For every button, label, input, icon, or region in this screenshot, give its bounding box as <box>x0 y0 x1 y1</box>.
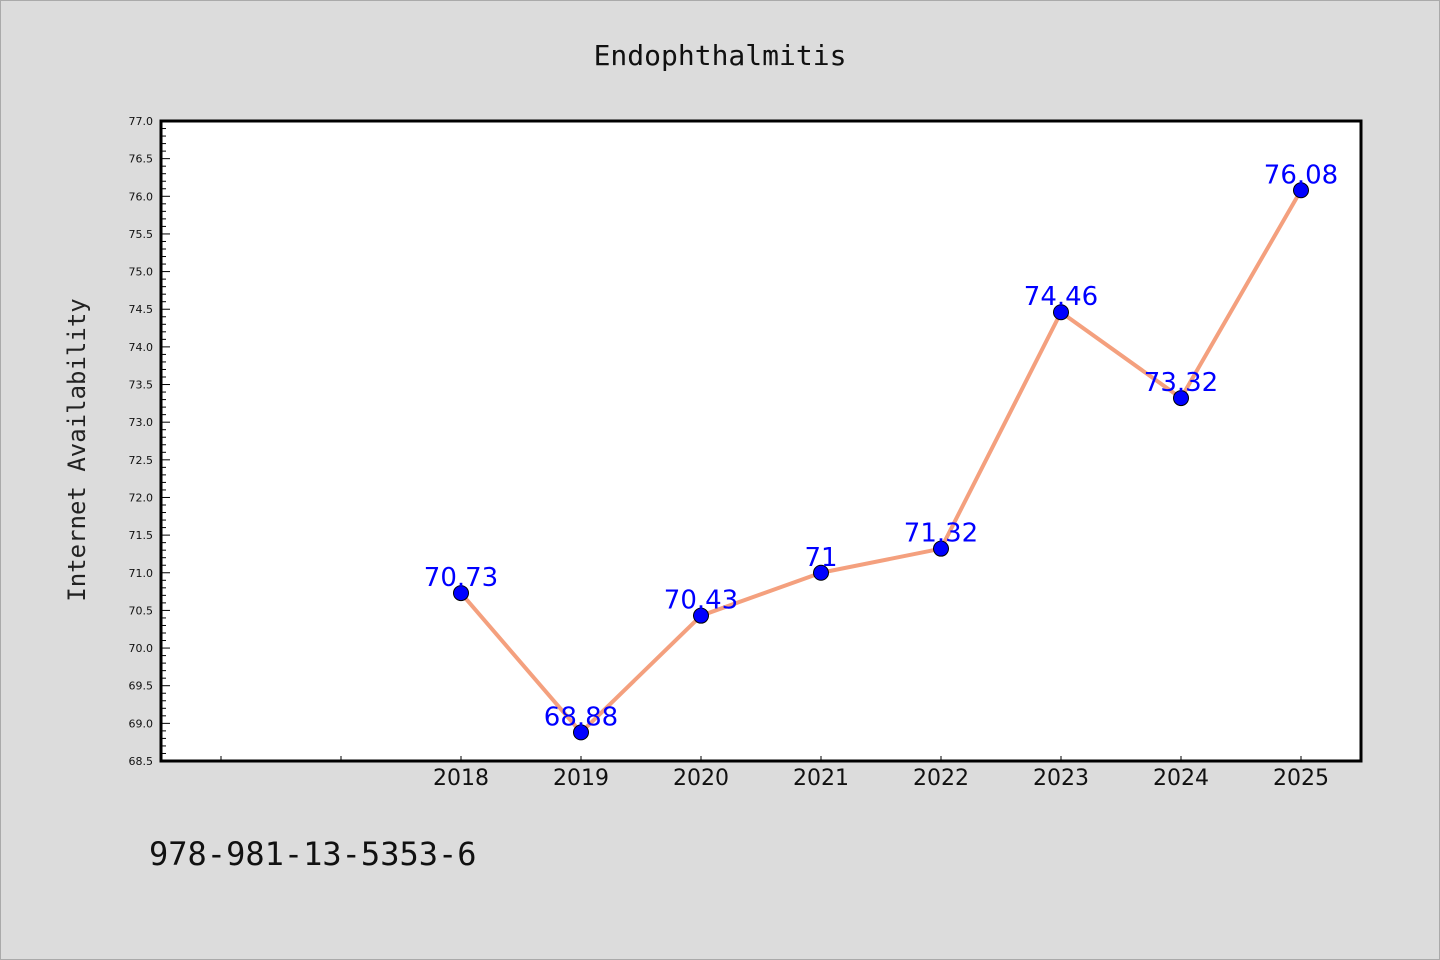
y-tick-label: 76.5 <box>129 153 154 166</box>
y-tick-label: 70.0 <box>129 642 154 655</box>
data-point <box>1173 390 1189 407</box>
data-label: 73.32 <box>1144 368 1218 398</box>
x-tick-label: 2023 <box>1033 766 1089 791</box>
data-label: 74.46 <box>1024 282 1098 312</box>
y-tick-label: 72.5 <box>129 454 154 467</box>
x-tick-label: 2020 <box>673 766 729 791</box>
y-tick-label: 76.0 <box>129 190 154 203</box>
y-tick-label: 72.0 <box>129 491 154 504</box>
y-tick-label: 69.0 <box>129 717 154 730</box>
data-point <box>933 540 949 557</box>
x-tick-label: 2018 <box>433 766 489 791</box>
y-axis-label: Internet Availability <box>63 298 91 601</box>
data-label: 71 <box>804 543 837 573</box>
data-label: 70.73 <box>424 563 498 593</box>
y-tick-label: 71.5 <box>129 529 154 542</box>
y-tick-label: 69.5 <box>129 680 154 693</box>
y-tick-label: 73.5 <box>129 379 154 392</box>
x-axis-ticks: 2018 2019 2020 2021 2022 2023 2024 2025 <box>220 756 1329 791</box>
data-label: 76.08 <box>1264 160 1338 190</box>
y-tick-label: 75.0 <box>129 266 154 279</box>
y-tick-label: 68.5 <box>129 755 154 768</box>
data-point <box>453 585 469 602</box>
data-point <box>693 607 709 624</box>
data-point <box>573 724 589 741</box>
x-tick-label: 2024 <box>1153 766 1209 791</box>
plot-frame <box>159 119 1363 763</box>
data-series <box>453 182 1309 741</box>
y-tick-label: 71.0 <box>129 567 154 580</box>
x-tick-label: 2025 <box>1273 766 1329 791</box>
plot-area <box>161 121 1361 761</box>
x-tick-label: 2021 <box>793 766 849 791</box>
data-labels: 70.73 68.88 70.43 71 71.32 74.46 73.32 76.08 <box>424 160 1338 732</box>
data-label: 70.43 <box>664 586 738 616</box>
data-label: 68.88 <box>544 702 618 732</box>
y-tick-label: 73.0 <box>129 416 154 429</box>
y-tick-label: 77.0 <box>129 115 154 128</box>
y-axis-ticks: 68.5 69.0 69.5 70.0 70.5 71.0 71.5 72.0 72.5 73.0… <box>129 115 170 768</box>
data-point <box>813 564 829 581</box>
x-tick-label: 2019 <box>553 766 609 791</box>
series-line <box>459 189 1303 735</box>
x-tick-label: 2022 <box>913 766 969 791</box>
y-tick-label: 74.0 <box>129 341 154 354</box>
isbn-text: 978-981-13-5353-6 <box>149 835 477 873</box>
y-tick-label: 75.5 <box>129 228 154 241</box>
data-label: 71.32 <box>904 519 978 549</box>
y-tick-label: 70.5 <box>129 604 154 617</box>
data-point <box>1293 182 1309 199</box>
data-point <box>1053 304 1069 321</box>
y-tick-label: 74.5 <box>129 303 154 316</box>
chart-title: Endophthalmitis <box>594 39 847 72</box>
